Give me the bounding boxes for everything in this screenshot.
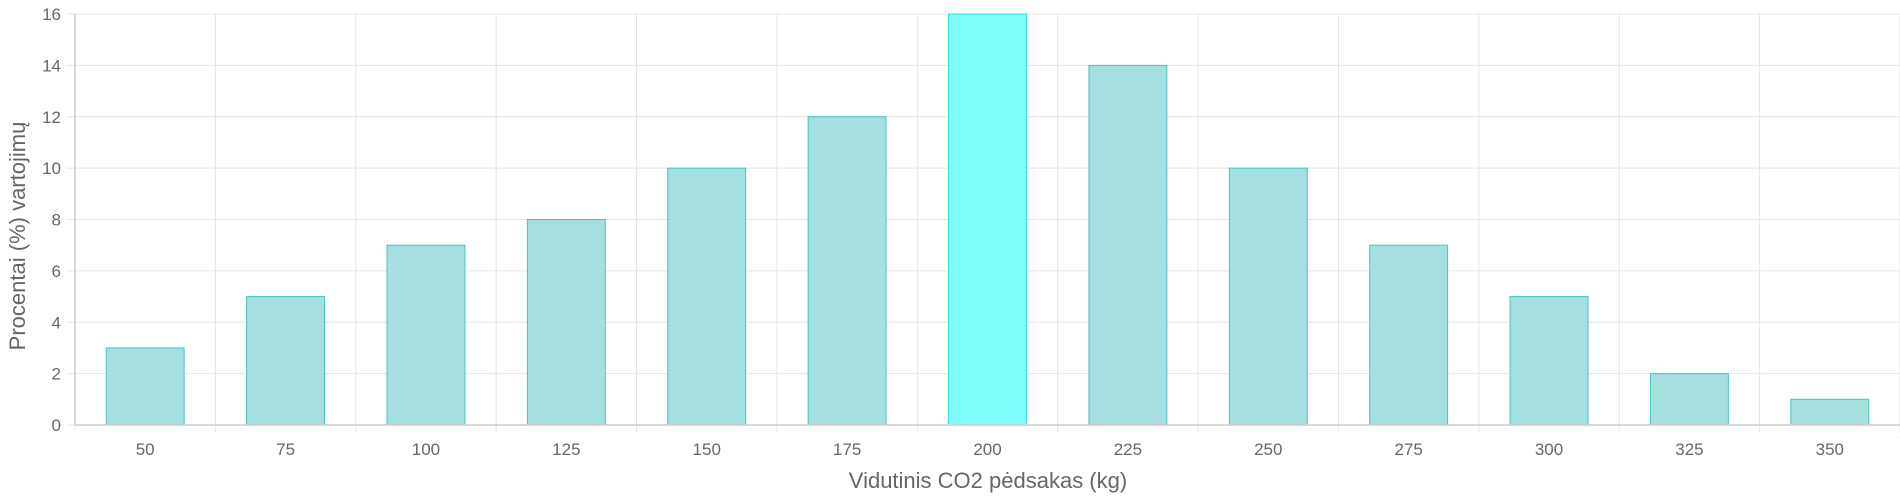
- x-tick-label: 300: [1535, 440, 1563, 459]
- x-tick-label: 150: [693, 440, 721, 459]
- y-tick-label: 0: [52, 416, 61, 435]
- y-tick-label: 8: [52, 211, 61, 230]
- bar-225[interactable]: [1088, 64, 1168, 426]
- x-tick-label: 250: [1254, 440, 1282, 459]
- bar-300[interactable]: [1509, 296, 1589, 426]
- y-tick-label: 14: [42, 56, 61, 75]
- bar-250[interactable]: [1228, 167, 1308, 426]
- y-tick-label: 16: [42, 5, 61, 24]
- y-tick-label: 12: [42, 108, 61, 127]
- bar-125[interactable]: [526, 219, 606, 426]
- y-axis-title: Procentai (%) vartojimų: [5, 122, 30, 351]
- bar-275[interactable]: [1369, 244, 1449, 426]
- bar-150[interactable]: [667, 167, 747, 426]
- bar-325[interactable]: [1649, 373, 1729, 426]
- x-tick-label: 225: [1114, 440, 1142, 459]
- axis-layer: [67, 13, 1900, 426]
- x-tick-label: 200: [973, 440, 1001, 459]
- x-axis-title: Vidutinis CO2 pėdsakas (kg): [849, 468, 1127, 493]
- bar-50[interactable]: [105, 347, 185, 426]
- y-tick-label: 4: [52, 313, 61, 332]
- y-tick-labels: 0 2 4 6 8 10 12 14 16: [42, 5, 61, 435]
- bars-layer: [105, 13, 1870, 426]
- x-tick-label: 275: [1394, 440, 1422, 459]
- y-tick-label: 2: [52, 365, 61, 384]
- bar-100[interactable]: [386, 244, 466, 426]
- bar-350[interactable]: [1790, 398, 1870, 426]
- x-tick-label: 325: [1675, 440, 1703, 459]
- x-tick-label: 50: [136, 440, 155, 459]
- x-tick-label: 125: [552, 440, 580, 459]
- x-tick-label: 175: [833, 440, 861, 459]
- x-tick-labels: 50 75 100 125 150 175 200 225 250 275 300 325 350: [136, 440, 1844, 459]
- x-tick-label: 75: [276, 440, 295, 459]
- bar-175[interactable]: [807, 116, 887, 426]
- x-tick-label: 100: [412, 440, 440, 459]
- y-tick-label: 10: [42, 159, 61, 178]
- y-tick-label: 6: [52, 262, 61, 281]
- bar-75[interactable]: [246, 296, 326, 426]
- bar-200[interactable]: [948, 13, 1027, 426]
- x-tick-label: 350: [1816, 440, 1844, 459]
